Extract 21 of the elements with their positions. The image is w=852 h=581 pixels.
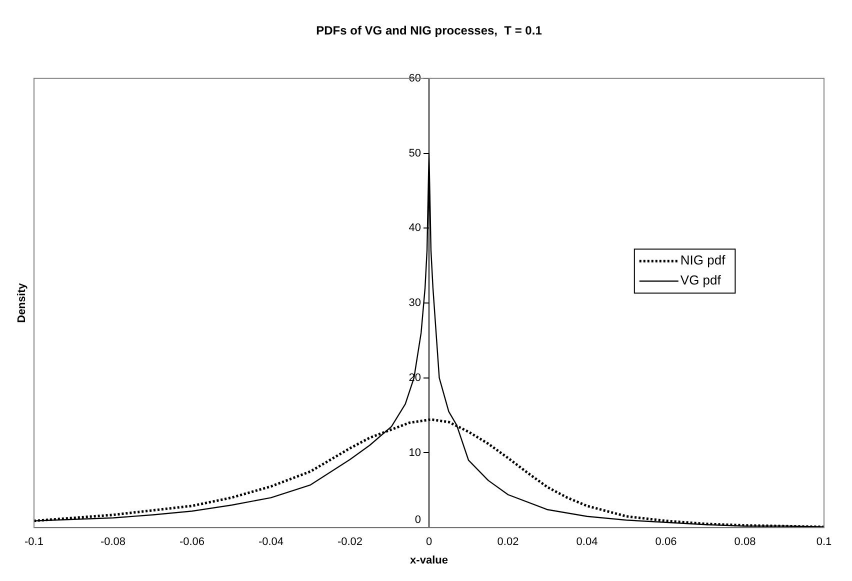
x-tick-label: -0.08 — [100, 536, 126, 548]
x-axis-title: x-value — [410, 554, 448, 566]
y-tick-label: 10 — [408, 446, 421, 459]
legend-label: NIG pdf — [680, 252, 726, 268]
x-tick-label: -0.02 — [337, 536, 363, 548]
y-tick-label: 40 — [408, 222, 421, 234]
x-tick-label: -0.04 — [258, 536, 284, 548]
y-tick-label: 0 — [414, 514, 421, 526]
x-tick-label: 0.1 — [816, 536, 832, 548]
y-tick-label: 50 — [408, 147, 421, 160]
y-axis-title: Density — [16, 282, 28, 323]
x-tick-label: 0.02 — [497, 536, 519, 548]
chart-title: PDFs of VG and NIG processes, T = 0.1 — [316, 24, 542, 38]
x-tick-label: 0.06 — [655, 536, 677, 548]
y-tick-label: 30 — [408, 297, 421, 310]
x-tick-label: 0 — [426, 536, 432, 548]
x-tick-label: -0.06 — [179, 536, 205, 548]
x-tick-label: 0.04 — [576, 536, 598, 548]
x-tick-label: -0.1 — [24, 536, 44, 548]
legend-label: VG pdf — [680, 272, 722, 288]
x-tick-label: 0.08 — [734, 536, 756, 548]
